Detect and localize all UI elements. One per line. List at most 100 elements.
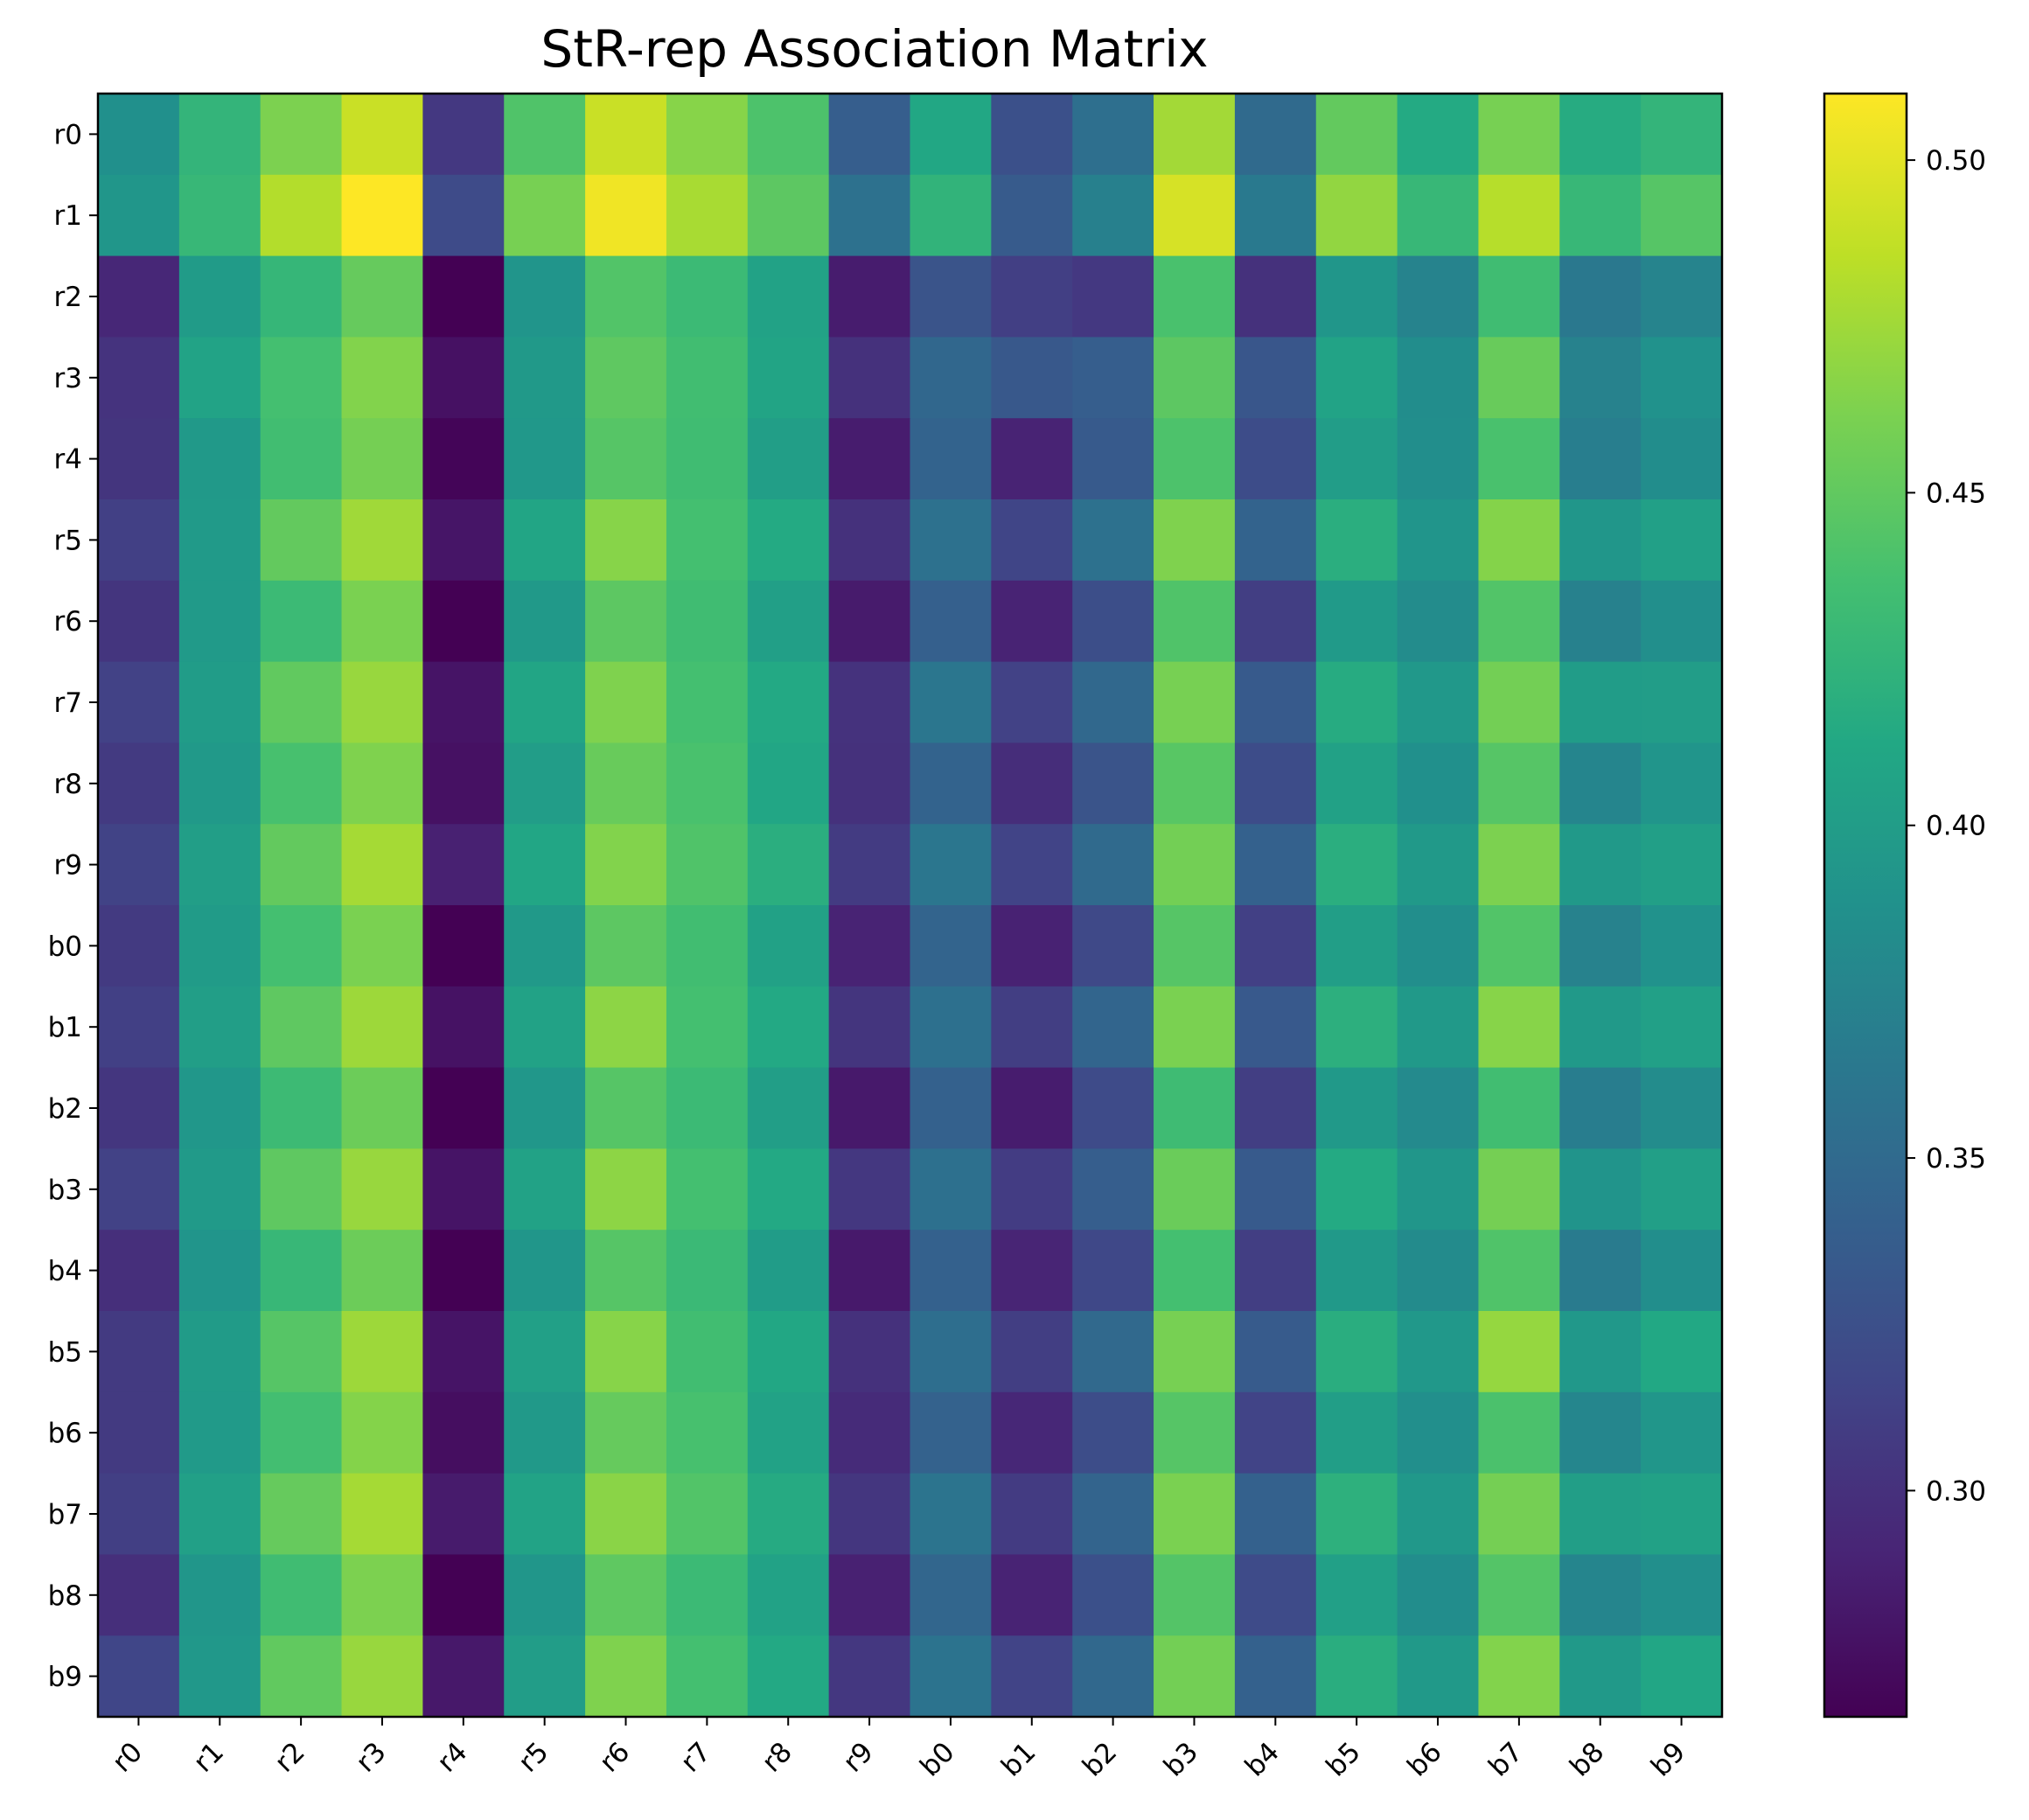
heatmap-cell-b2-b5 [1315, 1067, 1398, 1149]
heatmap-cell-r8-b5 [1315, 743, 1398, 825]
heatmap-cell-r7-r3 [341, 661, 423, 743]
heatmap-cell-r2-b7 [1478, 255, 1560, 338]
heatmap-cell-b8-r6 [585, 1554, 667, 1636]
heatmap-cell-r9-r1 [178, 824, 261, 906]
heatmap-cell-r4-r4 [422, 418, 505, 500]
heatmap-cell-r6-r9 [828, 580, 911, 663]
y-tick-label: r3 [54, 363, 82, 394]
heatmap-cell-r8-r2 [260, 743, 343, 825]
heatmap-cell-r2-b5 [1315, 255, 1398, 338]
heatmap-cell-r9-b9 [1641, 824, 1723, 906]
heatmap-cell-r6-r7 [666, 580, 749, 663]
heatmap-cell-b2-b2 [1072, 1067, 1154, 1149]
heatmap-cell-b7-r4 [422, 1473, 505, 1555]
heatmap-cell-b1-b6 [1397, 986, 1480, 1069]
heatmap-cell-r1-b3 [1154, 174, 1236, 257]
heatmap-cell-r5-b2 [1072, 499, 1154, 582]
heatmap-cell-b7-b8 [1559, 1473, 1642, 1555]
heatmap-cell-b5-r2 [260, 1311, 343, 1393]
heatmap-cell-r8-r4 [422, 743, 505, 825]
y-tick-label: b3 [48, 1175, 82, 1206]
heatmap-cell-b3-b1 [991, 1148, 1073, 1231]
x-tick-label: r9 [837, 1736, 879, 1778]
heatmap-cell-r8-r9 [828, 743, 911, 825]
heatmap-cell-b7-b1 [991, 1473, 1073, 1555]
heatmap-cell-b0-r7 [666, 905, 749, 987]
heatmap-cell-b8-b6 [1397, 1554, 1480, 1636]
heatmap-cell-r2-r8 [747, 255, 830, 338]
heatmap-cell-b1-r1 [178, 986, 261, 1069]
heatmap-cell-r6-b7 [1478, 580, 1560, 663]
heatmap-cell-r2-r5 [504, 255, 586, 338]
heatmap-cell-b2-b3 [1154, 1067, 1236, 1149]
heatmap-cell-b0-r6 [585, 905, 667, 987]
heatmap-cell-b8-b3 [1154, 1554, 1236, 1636]
heatmap-cell-r5-b0 [910, 499, 992, 582]
heatmap-cell-r1-b0 [910, 174, 992, 257]
colorbar-tick-label: 0.35 [1926, 1143, 1986, 1175]
y-tick-label: b4 [48, 1256, 82, 1287]
heatmap-cell-r7-b2 [1072, 661, 1154, 743]
heatmap-cell-b1-b7 [1478, 986, 1560, 1069]
colorbar-frame [1823, 92, 1908, 1719]
heatmap-cell-r2-r9 [828, 255, 911, 338]
heatmap-cell-b2-b9 [1641, 1067, 1723, 1149]
heatmap-cell-r5-b1 [991, 499, 1073, 582]
heatmap-cell-r0-r6 [585, 94, 667, 176]
heatmap-cell-b5-r3 [341, 1311, 423, 1393]
heatmap-cell-b9-r4 [422, 1635, 505, 1718]
heatmap-cells [98, 94, 1723, 1718]
heatmap-cell-b0-b5 [1315, 905, 1398, 987]
heatmap-cell-r7-r2 [260, 661, 343, 743]
heatmap-cell-r3-r2 [260, 337, 343, 419]
heatmap-cell-b0-r4 [422, 905, 505, 987]
heatmap-cell-b3-r5 [504, 1148, 586, 1231]
heatmap-cell-b5-b0 [910, 1311, 992, 1393]
heatmap-cell-r9-r8 [747, 824, 830, 906]
heatmap-cell-b9-r9 [828, 1635, 911, 1718]
heatmap-cell-r9-b4 [1234, 824, 1317, 906]
heatmap-cell-b1-b3 [1154, 986, 1236, 1069]
heatmap-cell-b3-b4 [1234, 1148, 1317, 1231]
colorbar-tick-label: 0.40 [1926, 811, 1986, 842]
y-tick-label: b7 [48, 1499, 82, 1531]
y-tick-label: r2 [54, 282, 82, 313]
heatmap-cell-b3-b2 [1072, 1148, 1154, 1231]
heatmap-cell-b6-r9 [828, 1391, 911, 1475]
heatmap-cell-b1-r5 [504, 986, 586, 1069]
heatmap-cell-b1-b4 [1234, 986, 1317, 1069]
heatmap-cell-r4-b4 [1234, 418, 1317, 500]
heatmap-cell-r2-b1 [991, 255, 1073, 338]
heatmap-cell-b0-b1 [991, 905, 1073, 987]
heatmap-cell-b6-b5 [1315, 1391, 1398, 1475]
heatmap-cell-b7-b4 [1234, 1473, 1317, 1555]
heatmap-cell-r4-b7 [1478, 418, 1560, 500]
heatmap-cell-b8-b4 [1234, 1554, 1317, 1636]
heatmap-cell-r3-r1 [178, 337, 261, 419]
heatmap-cell-b8-r9 [828, 1554, 911, 1636]
heatmap-cell-b9-r2 [260, 1635, 343, 1718]
colorbar-tick-label: 0.30 [1926, 1475, 1986, 1507]
heatmap-cell-b0-b7 [1478, 905, 1560, 987]
heatmap-cell-b4-r7 [666, 1230, 749, 1312]
heatmap-cell-b4-r1 [178, 1230, 261, 1312]
heatmap-cell-r9-r0 [98, 824, 180, 906]
heatmap-cell-b2-r8 [747, 1067, 830, 1149]
heatmap-cell-r2-r6 [585, 255, 667, 338]
heatmap-cell-r2-r7 [666, 255, 749, 338]
heatmap-cell-b5-b5 [1315, 1311, 1398, 1393]
heatmap-cell-b4-b7 [1478, 1230, 1560, 1312]
heatmap-cell-b4-r0 [98, 1230, 180, 1312]
heatmap-cell-b2-b7 [1478, 1067, 1560, 1149]
heatmap-cell-r6-r1 [178, 580, 261, 663]
chart-title: StR-rep Association Matrix [540, 19, 1208, 79]
heatmap-cell-b7-r8 [747, 1473, 830, 1555]
heatmap-cell-b0-r3 [341, 905, 423, 987]
heatmap-cell-b6-b4 [1234, 1391, 1317, 1475]
heatmap-cell-b7-b6 [1397, 1473, 1480, 1555]
heatmap-cell-r7-b3 [1154, 661, 1236, 743]
heatmap-cell-r7-b7 [1478, 661, 1560, 743]
heatmap-cell-b7-b0 [910, 1473, 992, 1555]
heatmap-cell-r8-b6 [1397, 743, 1480, 825]
heatmap-cell-b5-b9 [1641, 1311, 1723, 1393]
